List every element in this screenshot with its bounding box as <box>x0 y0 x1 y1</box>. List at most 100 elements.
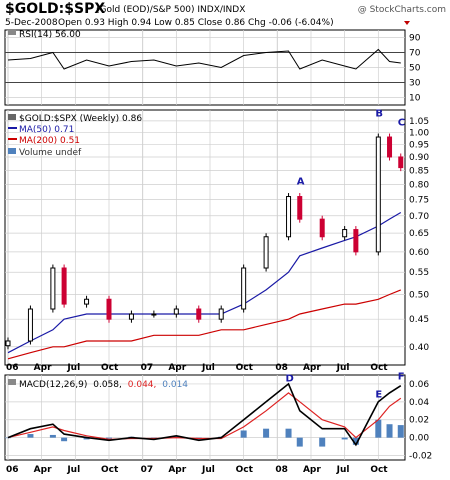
macd-histogram-bar <box>319 437 326 447</box>
x-tick-label-bottom: Jul <box>201 465 215 475</box>
price-panel <box>4 109 406 366</box>
macd-legend-macd-value: 0.058, <box>93 380 122 390</box>
price-candle <box>241 267 247 310</box>
price-legend-label: $GOLD:$SPX (Weekly) 0.86 <box>19 114 142 124</box>
price-candle <box>173 308 179 315</box>
x-tick-label-bottom: Oct <box>101 465 119 475</box>
rsi-line <box>7 48 401 70</box>
price-candle <box>398 156 404 169</box>
x-tick-label-mid: Oct <box>236 363 254 373</box>
price-candle <box>319 218 325 238</box>
price-candle <box>297 196 303 220</box>
rsi-y-tick-label: 10 <box>409 94 421 104</box>
price-candle <box>84 298 90 305</box>
x-tick-label-bottom: 06 <box>6 465 19 475</box>
macd-signal-line <box>7 392 402 441</box>
macd-histogram-bar <box>105 437 112 439</box>
annotation-d: D <box>286 373 294 384</box>
rsi-legend-swatch <box>8 29 16 35</box>
price-candle <box>196 308 202 320</box>
x-tick-label-mid: Jul <box>66 363 80 373</box>
x-tick-label-bottom: 08 <box>275 465 288 475</box>
x-tick-label-bottom: Oct <box>370 465 388 475</box>
macd-histogram-bar <box>375 419 382 438</box>
price-candle <box>375 136 381 253</box>
volume-legend-label: Volume undef <box>19 148 82 158</box>
macd-line <box>7 382 402 447</box>
x-tick-label-bottom: 07 <box>141 465 154 475</box>
price-y-tick-label: 0.65 <box>409 229 429 239</box>
price-y-tick-label: 0.90 <box>409 153 429 163</box>
price-candle <box>50 267 56 310</box>
macd-y-tick-label: 0.00 <box>409 434 429 444</box>
macd-histogram-bar <box>173 435 180 438</box>
axis-ticks: 06 06 Apr Apr Jul Jul Oct Oct 07 07 Apr Apr Jul Jul Oc… <box>6 34 432 476</box>
price-candle <box>61 267 67 305</box>
rsi-y-tick-label: 30 <box>409 79 421 89</box>
macd-histogram-bar <box>386 424 393 438</box>
macd-histogram-bar <box>285 428 292 438</box>
annotation-e: E <box>375 389 382 400</box>
macd-legend: MACD(12,26,9) 0.058, 0.044, 0.014 <box>8 379 188 390</box>
grid-layer <box>5 30 405 460</box>
symbol-title: $GOLD:$SPX <box>5 1 105 17</box>
macd-legend-prefix: MACD(12,26,9) <box>19 380 87 390</box>
macd-histogram-bar <box>397 425 404 438</box>
price-legend-swatch <box>8 114 16 120</box>
price-candle <box>27 308 33 342</box>
x-tick-label-bottom: Apr <box>303 465 321 475</box>
price-candle <box>353 229 359 253</box>
x-tick-label-mid: 07 <box>141 363 154 373</box>
series-layer <box>7 48 402 447</box>
macd-legend-signal-value: 0.044, <box>128 380 157 390</box>
x-tick-label-mid: Apr <box>34 363 52 373</box>
quote-date: 5-Dec-2008 <box>5 18 58 28</box>
rsi-legend-label: RSI(14) 56.00 <box>19 30 81 40</box>
macd-legend-label: MACD(12,26,9) 0.058, 0.044, 0.014 <box>19 380 188 390</box>
macd-histogram-bar <box>5 437 11 439</box>
price-candle <box>5 340 11 347</box>
price-y-tick-label: 0.80 <box>409 181 429 191</box>
x-tick-label-mid: Oct <box>101 363 119 373</box>
price-candle <box>263 236 269 269</box>
macd-histogram-bar <box>240 430 247 438</box>
annotation-a: A <box>297 177 305 188</box>
price-y-tick-label: 1.05 <box>409 117 429 127</box>
annotation-b: B <box>375 108 383 119</box>
price-candle <box>106 298 112 320</box>
macd-histogram-bar <box>61 437 68 442</box>
price-y-tick-label: 0.95 <box>409 140 429 150</box>
price-candle <box>342 229 348 238</box>
macd-y-tick-label: 0.06 <box>409 380 429 390</box>
x-tick-label-bottom: Oct <box>236 465 254 475</box>
rsi-legend: RSI(14) 56.00 <box>8 29 81 40</box>
price-candle <box>387 136 393 158</box>
x-tick-label-mid: 06 <box>6 363 19 373</box>
x-tick-label-mid: Jul <box>336 363 350 373</box>
macd-y-tick-label: -0.02 <box>409 452 432 462</box>
price-candle <box>286 196 292 238</box>
price-y-tick-label: 0.60 <box>409 248 429 258</box>
price-y-tick-label: 1.00 <box>409 128 429 138</box>
rsi-y-tick-label: 50 <box>409 64 421 74</box>
price-candles <box>5 133 404 350</box>
ma50-legend-label: MA(50) 0.71 <box>19 125 74 135</box>
symbol-description: (Gold (EOD)/S&P 500) INDX/INDX <box>96 5 245 15</box>
price-y-tick-label: 0.45 <box>409 315 429 325</box>
x-tick-label-bottom: Jul <box>336 465 350 475</box>
price-y-tick-label: 0.75 <box>409 196 429 206</box>
rsi-y-tick-label: 70 <box>409 49 421 59</box>
volume-legend-swatch <box>8 148 16 154</box>
down-arrow-icon <box>404 21 410 25</box>
macd-y-tick-label: 0.02 <box>409 416 429 426</box>
price-y-tick-label: 0.55 <box>409 268 429 278</box>
x-tick-label-bottom: Apr <box>34 465 52 475</box>
price-candle <box>128 313 134 320</box>
x-tick-label-bottom: Apr <box>168 465 186 475</box>
x-tick-label-bottom: Jul <box>66 465 80 475</box>
price-y-tick-label: 0.40 <box>409 343 429 353</box>
ma200-legend-label: MA(200) 0.51 <box>19 136 80 146</box>
rsi-y-tick-label: 90 <box>409 34 421 44</box>
x-tick-label-mid: Apr <box>303 363 321 373</box>
